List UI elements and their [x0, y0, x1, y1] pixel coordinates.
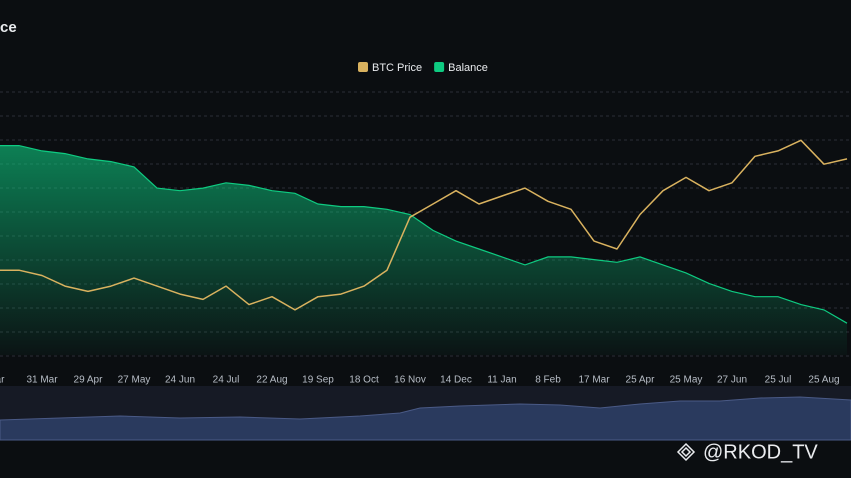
x-tick-label: 25 Aug	[808, 375, 839, 386]
x-tick-label: ar	[0, 375, 5, 386]
legend-swatch	[358, 62, 368, 72]
x-tick-label: 16 Nov	[394, 375, 426, 386]
legend-swatch	[434, 62, 445, 72]
legend-label: Balance	[448, 62, 488, 74]
price-line	[0, 139, 848, 311]
x-tick-label: 25 Apr	[626, 375, 656, 386]
x-tick-label: 24 Jun	[165, 375, 195, 386]
x-tick-label: 24 Jul	[213, 375, 240, 386]
balance-line	[0, 145, 848, 324]
legend: BTC Price Balance	[358, 62, 488, 74]
watermark-logo	[676, 442, 696, 462]
x-tick-label: 25 Jul	[765, 375, 792, 386]
x-tick-label: 27 Jun	[717, 375, 747, 386]
balance-area	[0, 145, 847, 355]
x-tick-label: 19 Sep	[302, 375, 334, 386]
x-tick-label: 17 Mar	[578, 375, 610, 386]
x-tick-label: 11 Jan	[487, 375, 516, 386]
watermark-text: @RKOD_TV	[703, 441, 818, 463]
legend-label: BTC Price	[372, 62, 422, 74]
navigator-area	[0, 396, 851, 441]
x-tick-label: 29 Apr	[74, 375, 104, 386]
chart-title: ce	[0, 19, 17, 36]
x-tick-label: 25 May	[670, 375, 703, 386]
x-tick-label: 27 May	[118, 375, 151, 386]
x-tick-label: 18 Oct	[349, 375, 379, 386]
x-tick-label: 14 Dec	[440, 375, 472, 386]
watermark: @RKOD_TV	[676, 441, 818, 463]
plot	[0, 139, 848, 355]
x-tick-label: 31 Mar	[26, 375, 58, 386]
x-tick-label: 22 Aug	[256, 375, 287, 386]
x-tick-label: 8 Feb	[535, 375, 561, 386]
